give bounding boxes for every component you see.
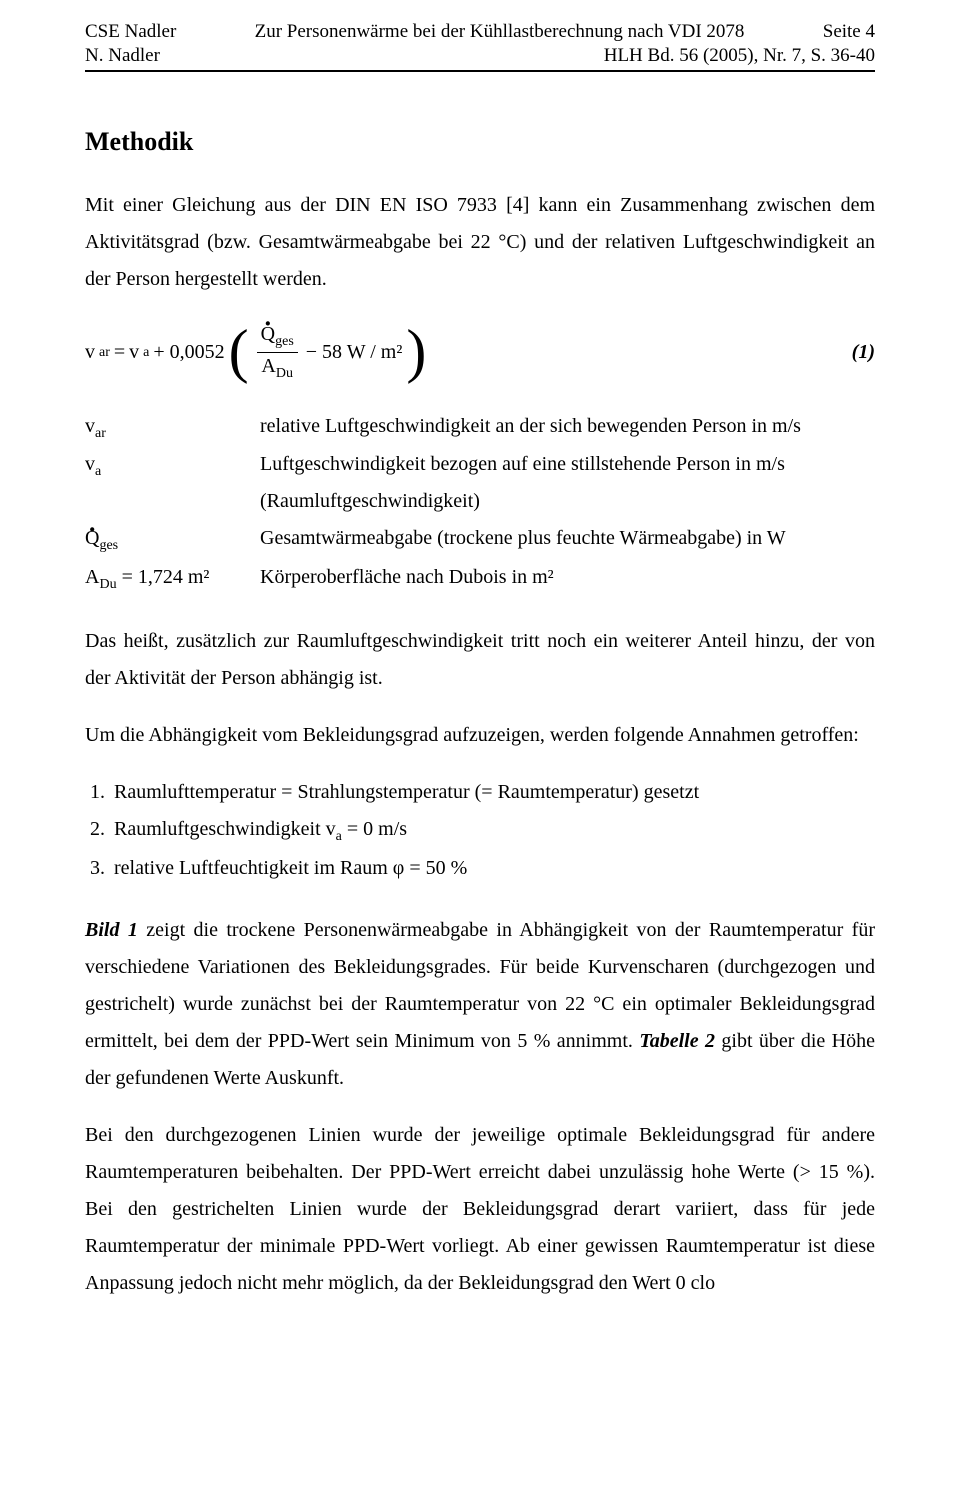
paragraph-5: Bei den durchgezogenen Linien wurde der … [85,1117,875,1302]
header-left: CSE Nadler [85,20,176,44]
header-journal: HLH Bd. 56 (2005), Nr. 7, S. 36-40 [604,44,875,68]
assumption-1: Raumlufttemperatur = Strahlungstemperatu… [110,774,875,811]
p4-bold1: Bild 1 [85,919,138,941]
paragraph-4: Bild 1 zeigt die trockene Personenwärmea… [85,912,875,1097]
paragraph-3: Um die Abhängigkeit vom Bekleidungsgrad … [85,717,875,754]
page: CSE Nadler Zur Personenwärme bei der Küh… [0,0,960,1332]
a2-post: = 0 m/s [342,818,407,840]
eq-rhs-v: v [129,341,139,364]
sym-v2-sub: a [95,464,101,479]
header-center: Zur Personenwärme bei der Kühllastberech… [176,20,822,44]
assumption-list: Raumlufttemperatur = Strahlungstemperatu… [85,774,875,887]
eq-tail: − 58 W / m² [306,341,403,364]
def-var-txt: relative Luftgeschwindigkeit an der sich… [260,408,875,445]
eq-frac-den: ADu [257,353,297,382]
sym-a: A [85,566,99,588]
sym-a-sub: Du [99,577,116,592]
symbol-definitions: var relative Luftgeschwindigkeit an der … [85,408,875,599]
eq-lhs-sub: ar [99,345,110,361]
def-qges-txt: Gesamtwärmeabgabe (trockene plus feuchte… [260,520,875,557]
def-qges-sym: Qges [85,520,260,559]
equation-number: (1) [852,341,875,364]
def-qges: Qges Gesamtwärmeabgabe (trockene plus fe… [85,520,875,559]
paragraph-2: Das heißt, zusätzlich zur Raumluftgeschw… [85,623,875,697]
header-line1: CSE Nadler Zur Personenwärme bei der Küh… [85,20,875,44]
def-adu: ADu = 1,724 m² Körperoberfläche nach Dub… [85,559,875,598]
equation-body: var = va + 0,0052 ( Qges ADu − 58 W / m²… [85,323,426,383]
paragraph-intro: Mit einer Gleichung aus der DIN EN ISO 7… [85,187,875,298]
section-title: Methodik [85,127,875,157]
sym-q-sub: ges [99,538,118,553]
eq-a-sub: Du [276,366,293,381]
eq-rparen: ) [406,321,426,381]
def-va-txt: Luftgeschwindigkeit bezogen auf eine sti… [260,446,875,520]
eq-q-sub: ges [275,334,294,349]
def-va: va Luftgeschwindigkeit bezogen auf eine … [85,446,875,520]
sym-v1: v [85,415,95,437]
sym-q: Q [85,520,99,557]
sym-v2: v [85,453,95,475]
eq-lparen: ( [229,321,249,381]
def-adu-txt: Körperoberfläche nach Dubois in m² [260,559,875,596]
header-right: Seite 4 [823,20,875,44]
sym-a-tail: = 1,724 m² [117,566,210,588]
header-author: N. Nadler [85,44,160,68]
p4-bold2: Tabelle 2 [639,1030,715,1052]
assumption-3: relative Luftfeuchtigkeit im Raum φ = 50… [110,850,875,887]
equation-1: var = va + 0,0052 ( Qges ADu − 58 W / m²… [85,323,875,383]
eq-frac-num: Qges [257,323,298,353]
def-var: var relative Luftgeschwindigkeit an der … [85,408,875,447]
a2-v: v [326,818,336,840]
eq-rhs-sub: a [143,345,149,361]
def-va-sym: va [85,446,260,485]
a2-pre: Raumluftgeschwindigkeit [114,818,326,840]
eq-a: A [261,355,275,377]
eq-equals: = [114,341,125,364]
def-adu-sym: ADu = 1,724 m² [85,559,260,598]
eq-qdot: Q [261,323,275,346]
eq-lhs-v: v [85,341,95,364]
sym-v1-sub: ar [95,426,106,441]
header-line2: N. Nadler HLH Bd. 56 (2005), Nr. 7, S. 3… [85,44,875,72]
def-var-sym: var [85,408,260,447]
eq-fraction: Qges ADu [257,323,298,382]
assumption-2: Raumluftgeschwindigkeit va = 0 m/s [110,811,875,850]
eq-plus: + 0,0052 [153,341,224,364]
